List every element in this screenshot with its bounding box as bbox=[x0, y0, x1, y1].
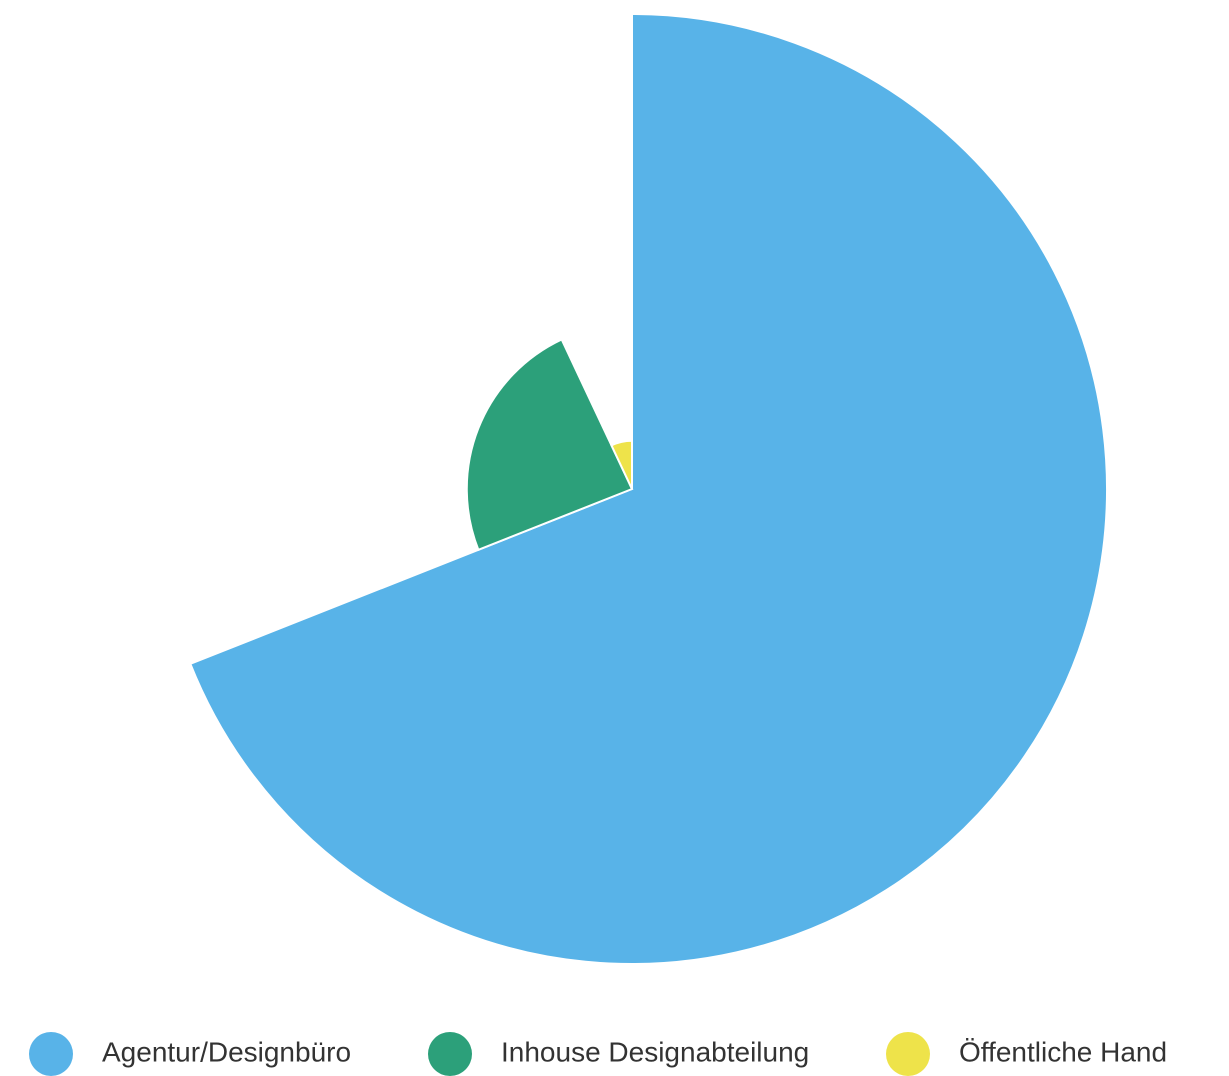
legend-swatch bbox=[29, 1032, 73, 1076]
legend-swatch bbox=[886, 1032, 930, 1076]
legend-label: Inhouse Designabteilung bbox=[501, 1036, 809, 1067]
legend-label: Öffentliche Hand bbox=[959, 1036, 1167, 1067]
pie-slice bbox=[189, 12, 1108, 965]
pie-slice bbox=[610, 439, 633, 490]
legend-swatch bbox=[428, 1032, 472, 1076]
legend-label: Agentur/Designbüro bbox=[102, 1036, 351, 1067]
pie-slice bbox=[465, 338, 634, 552]
